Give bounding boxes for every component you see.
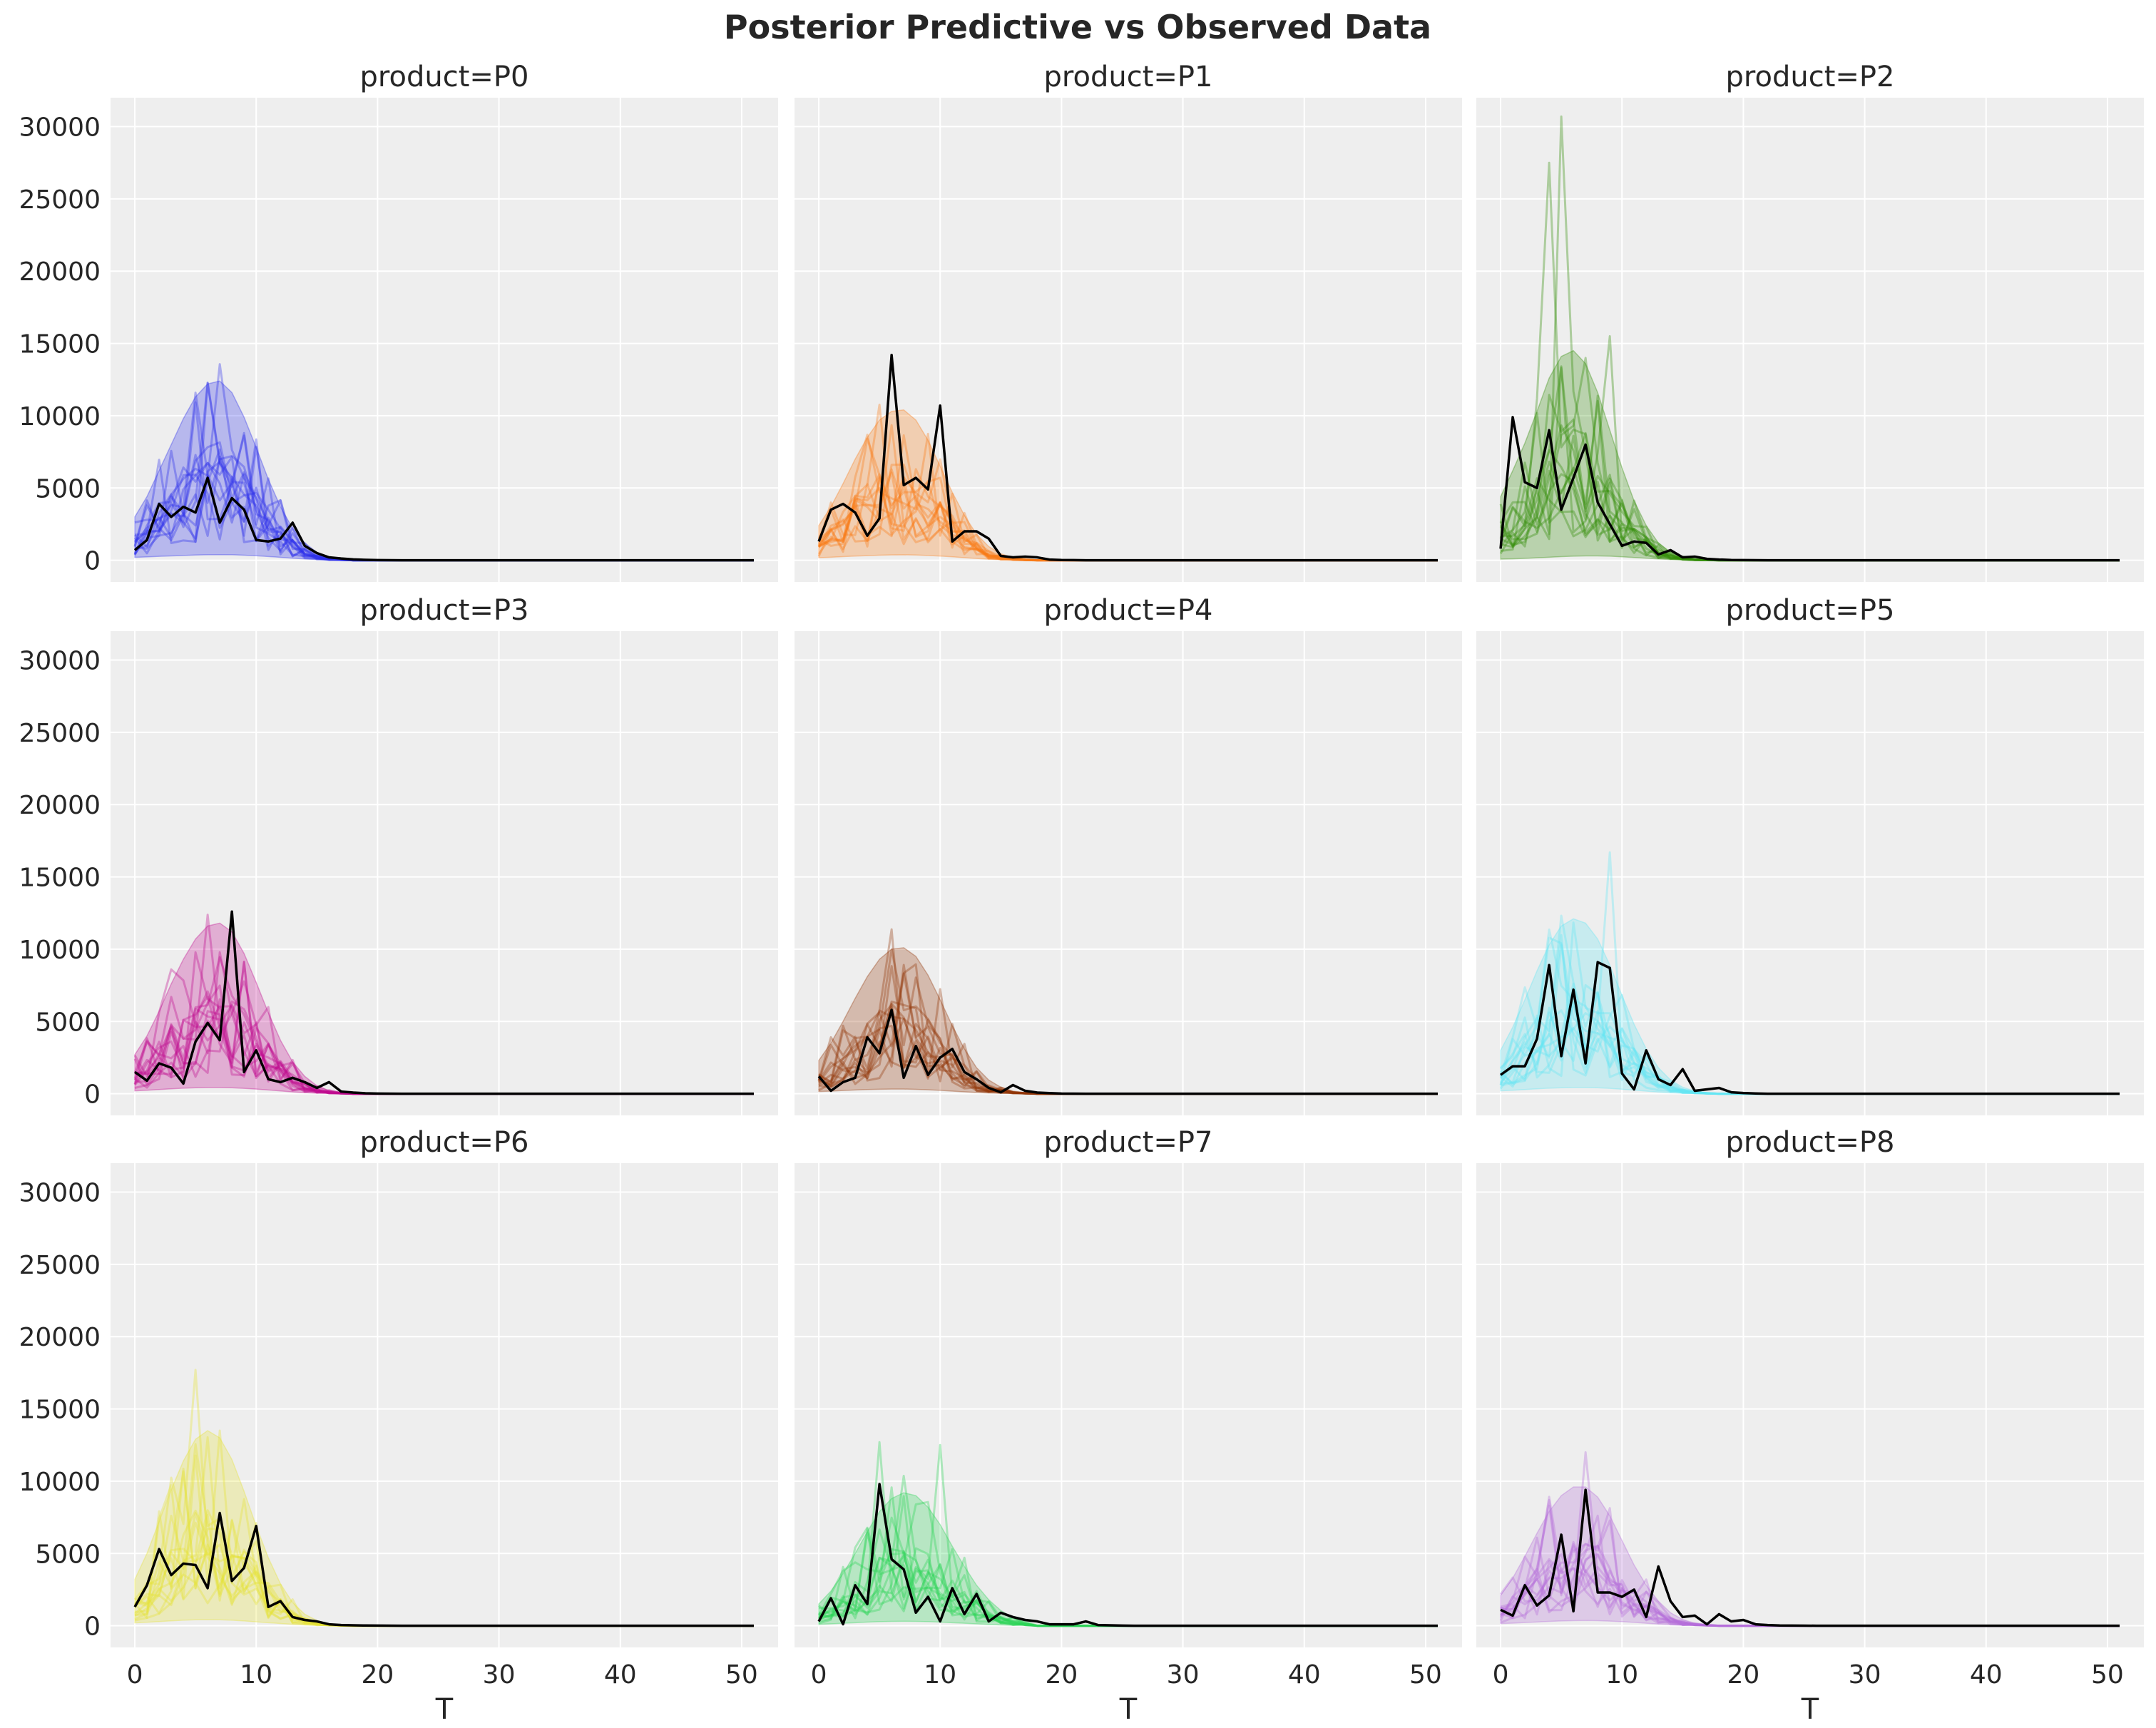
x-tick-label: 40: [604, 1660, 637, 1689]
y-tick-label: 10000: [19, 1468, 101, 1497]
facet-panel: product=P3 0 5000 10000 15000 20000 25000 30000: [19, 594, 778, 1115]
y-tick-label: 25000: [19, 1251, 101, 1280]
panel-data: [817, 1441, 1438, 1627]
panel-data: [1499, 851, 2120, 1095]
y-tick-label: 30000: [19, 1179, 101, 1208]
panel-background: [111, 98, 778, 582]
x-tick-label: 30: [1849, 1660, 1881, 1689]
facet-panel: product=P1: [795, 61, 1462, 582]
y-tick-label: 0: [84, 547, 101, 576]
observed-line: [817, 1008, 1438, 1095]
x-tick-label: 20: [361, 1660, 394, 1689]
facet-panel: product=P6 0 5000 10000 15000 20000 25000 30000…: [19, 1126, 778, 1726]
panel-background: [795, 1163, 1462, 1647]
facet-panel: product=P0 0 5000 10000 15000 20000 25000 30000: [19, 61, 778, 582]
y-tick-label: 30000: [19, 647, 101, 676]
facet-panel: product=P5: [1476, 594, 2144, 1115]
panel-data: [133, 1369, 754, 1627]
x-tick-label: 10: [1605, 1660, 1638, 1689]
x-tick-label: 0: [811, 1660, 827, 1689]
x-tick-label: 40: [1970, 1660, 2003, 1689]
x-tick-label: 10: [240, 1660, 272, 1689]
panel-background: [1476, 98, 2144, 582]
panel-title: product=P3: [360, 594, 529, 627]
figure-title: Posterior Predictive vs Observed Data: [724, 8, 1431, 46]
panel-background: [795, 98, 1462, 582]
observed-line: [134, 910, 754, 1095]
panel-title: product=P2: [1726, 61, 1895, 93]
y-tick-label: 20000: [19, 257, 101, 287]
y-tick-label: 30000: [19, 113, 101, 143]
observed-line: [1499, 416, 2120, 562]
x-tick-label: 40: [1288, 1660, 1321, 1689]
facet-panel: product=P7 0 10 20 30 40 50 T: [795, 1126, 1462, 1726]
x-tick-label: 0: [127, 1660, 143, 1689]
y-tick-label: 0: [84, 1080, 101, 1110]
x-axis-label: T: [1119, 1693, 1138, 1726]
y-tick-label: 5000: [35, 1540, 101, 1569]
y-tick-label: 0: [84, 1612, 101, 1642]
panel-background: [1476, 631, 2144, 1115]
y-tick-label: 10000: [19, 402, 101, 431]
observed-line: [1500, 1488, 2120, 1627]
x-tick-label: 20: [1045, 1660, 1078, 1689]
facet-panel: product=P4: [795, 594, 1462, 1115]
y-tick-label: 25000: [19, 719, 101, 748]
observed-line: [817, 354, 1438, 562]
panel-title: product=P6: [360, 1126, 529, 1159]
x-tick-label: 0: [1493, 1660, 1509, 1689]
panel-title: product=P1: [1044, 61, 1213, 93]
y-tick-label: 15000: [19, 330, 101, 359]
x-axis-label: T: [1801, 1693, 1819, 1726]
panel-data: [1499, 1451, 2120, 1627]
y-tick-label: 20000: [19, 1323, 101, 1352]
facet-panel: product=P2: [1476, 61, 2144, 582]
y-tick-label: 5000: [35, 1008, 101, 1037]
x-axis-label: T: [435, 1693, 454, 1726]
x-tick-label: 50: [1409, 1660, 1442, 1689]
panel-title: product=P5: [1726, 594, 1895, 627]
facet-grid: product=P0050001000015000200002500030000…: [19, 61, 2144, 1726]
y-tick-label: 20000: [19, 791, 101, 820]
x-tick-label: 50: [2091, 1660, 2124, 1689]
panel-data: [133, 363, 754, 562]
panel-data: [133, 910, 754, 1095]
panel-data: [1499, 115, 2120, 562]
panel-background: [111, 1163, 778, 1647]
y-tick-label: 10000: [19, 936, 101, 965]
panel-title: product=P7: [1044, 1126, 1213, 1159]
panel-background: [111, 631, 778, 1115]
panel-title: product=P0: [360, 61, 529, 93]
observed-line: [817, 1483, 1438, 1627]
y-tick-label: 15000: [19, 1396, 101, 1425]
x-tick-label: 10: [924, 1660, 956, 1689]
observed-line: [133, 1511, 754, 1627]
y-tick-label: 5000: [35, 474, 101, 503]
panel-title: product=P8: [1726, 1126, 1895, 1159]
y-tick-label: 25000: [19, 185, 101, 215]
observed-line: [133, 476, 754, 562]
x-tick-label: 30: [1167, 1660, 1200, 1689]
facet-panel: product=P8 0 10 20 30 40 50 T: [1476, 1126, 2144, 1726]
x-tick-label: 20: [1727, 1660, 1759, 1689]
panel-data: [817, 928, 1438, 1095]
x-tick-label: 30: [483, 1660, 516, 1689]
y-tick-label: 15000: [19, 864, 101, 893]
panel-data: [817, 354, 1438, 562]
x-tick-label: 50: [725, 1660, 758, 1689]
panel-background: [795, 631, 1462, 1115]
panel-title: product=P4: [1044, 594, 1213, 627]
observed-line: [1500, 961, 2120, 1095]
panel-background: [1476, 1163, 2144, 1647]
